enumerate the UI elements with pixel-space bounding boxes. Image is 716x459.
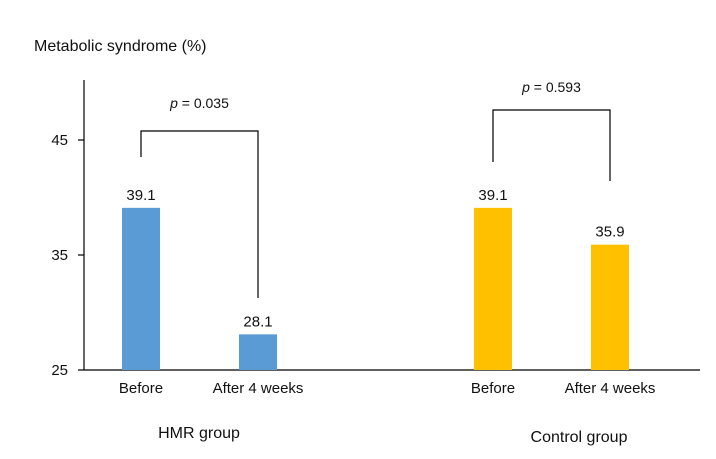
bar-value-label: 39.1 (478, 187, 507, 204)
group-label: HMR group (158, 425, 240, 442)
category-label: Before (471, 380, 515, 397)
bar (239, 334, 277, 370)
category-label: After 4 weeks (565, 380, 656, 397)
bar (591, 244, 629, 370)
y-tick-label: 25 (51, 362, 68, 379)
bar (474, 207, 512, 370)
y-ticks: 25 35 45 (51, 132, 84, 379)
y-axis-label: Metabolic syndrome (%) (34, 38, 207, 55)
category-label: Before (119, 380, 163, 397)
y-tick-label: 35 (51, 247, 68, 264)
bar-value-label: 28.1 (243, 313, 272, 330)
bar-value-label: 35.9 (595, 224, 624, 241)
group-label: Control group (531, 429, 628, 446)
significance-bracket (492, 109, 611, 181)
significance-bracket (140, 130, 259, 298)
significance-brackets (140, 109, 611, 298)
bar (122, 207, 160, 370)
labels: 39.1 Before 28.1 After 4 weeks HMR group p = … (119, 79, 656, 446)
p-value-label: p = 0.035 (169, 95, 229, 111)
bars (122, 207, 629, 370)
category-label: After 4 weeks (213, 380, 304, 397)
bar-value-label: 39.1 (126, 187, 155, 204)
p-value-label: p = 0.593 (521, 79, 581, 95)
y-tick-label: 45 (51, 132, 68, 149)
